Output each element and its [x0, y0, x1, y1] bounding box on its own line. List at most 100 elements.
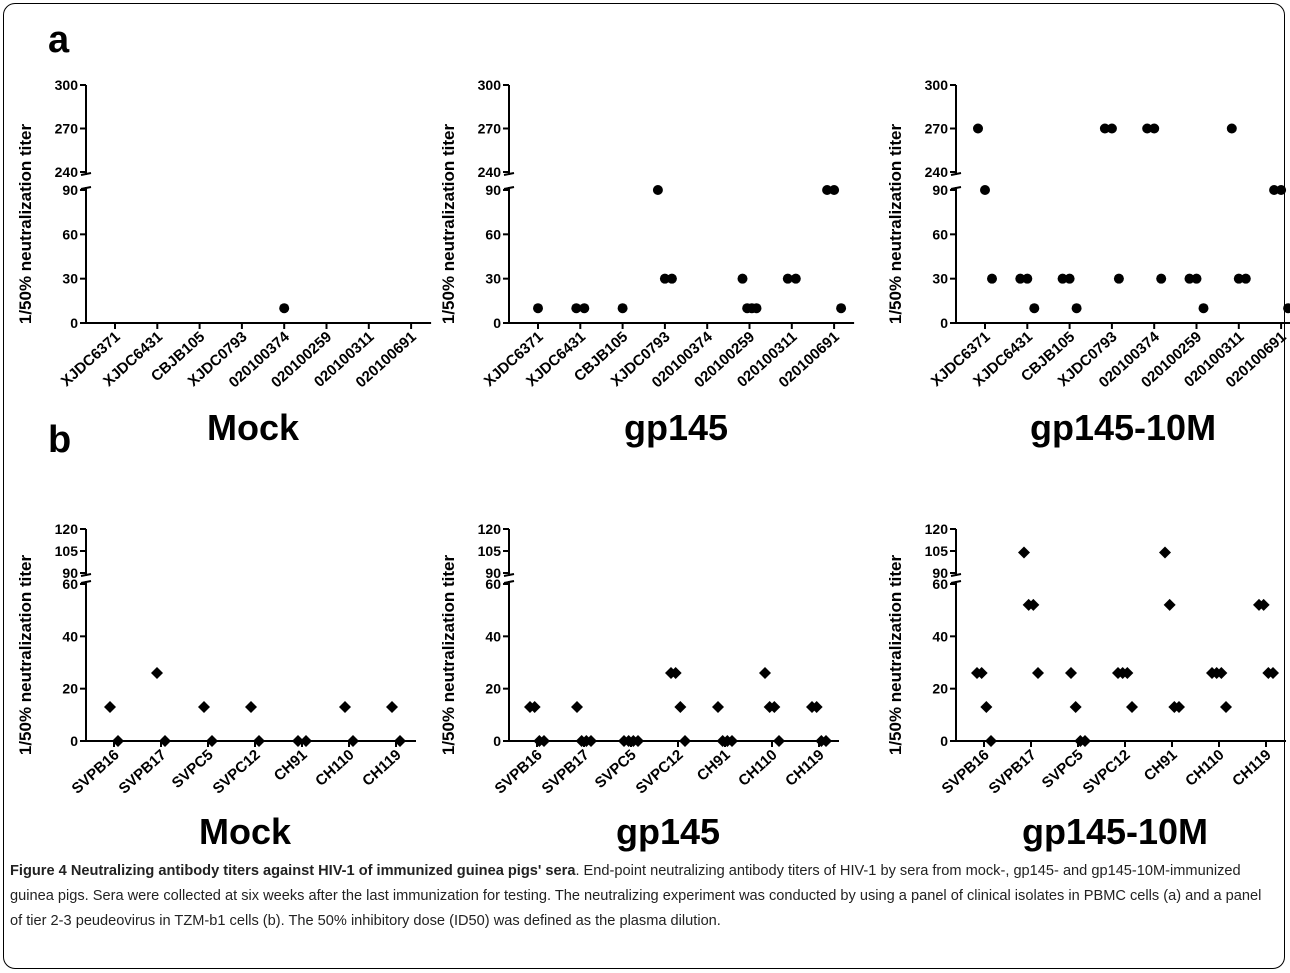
chart-title: gp145-10M — [1030, 407, 1216, 448]
data-point — [1029, 303, 1040, 314]
y-tick-label: 105 — [925, 543, 949, 559]
data-point — [822, 185, 833, 195]
y-tick-label: 120 — [925, 521, 949, 537]
data-point — [987, 273, 997, 284]
data-point — [339, 700, 351, 713]
y-tick-label: 0 — [493, 315, 501, 331]
axis-break-mark — [950, 186, 962, 190]
data-point — [674, 700, 687, 713]
axis-break-mark — [80, 573, 92, 577]
figure-frame — [3, 3, 1285, 969]
y-tick-label: 270 — [478, 121, 502, 137]
x-tick-label: CH110 — [312, 746, 357, 789]
chart-a-2: 240 270 300 0 30 60 90 1/50% neutralization tit… — [439, 77, 855, 448]
y-tick-label: 0 — [493, 733, 501, 749]
data-point — [726, 735, 738, 747]
data-point — [1191, 273, 1202, 284]
y-tick-label: 90 — [932, 565, 948, 581]
axis-break-mark — [503, 580, 515, 584]
chart-a-3: 240 270 300 0 30 60 90 1/50% neutralization tit… — [886, 77, 1290, 448]
data-point — [300, 735, 312, 747]
axis-break-mark — [503, 573, 515, 577]
axis-break-mark — [80, 580, 92, 584]
data-point — [782, 273, 793, 284]
data-point — [980, 185, 990, 195]
data-point — [1113, 273, 1124, 284]
chart-b-2: 90 105 120 0 20 40 60 1/50% neutralization tite… — [439, 521, 839, 852]
x-tick-label: CH119 — [1229, 746, 1274, 789]
y-tick-label: 60 — [62, 226, 78, 242]
data-point — [973, 123, 983, 134]
chart-title: Mock — [199, 811, 292, 852]
x-tick-label: SVPB17 — [539, 746, 593, 797]
data-point — [1106, 123, 1117, 134]
data-point — [669, 666, 682, 679]
data-point — [533, 303, 543, 314]
x-tick-label: SVPC12 — [633, 746, 687, 797]
y-axis-label: 1/50% neutralization titer — [439, 554, 458, 755]
y-tick-label: 40 — [932, 628, 948, 644]
data-point — [579, 303, 590, 314]
y-tick-label: 90 — [485, 182, 501, 198]
axis-break-mark — [950, 573, 962, 577]
figure-caption: Figure 4 Neutralizing antibody titers ag… — [10, 859, 1276, 934]
x-tick-label: CH91 — [271, 746, 311, 784]
data-point — [112, 735, 124, 747]
y-tick-label: 20 — [485, 681, 501, 697]
axis-break-mark — [950, 172, 962, 176]
x-tick-label: CH91 — [1141, 746, 1181, 784]
data-point — [652, 185, 663, 195]
data-point — [737, 273, 748, 284]
x-tick-label: CH119 — [359, 746, 404, 789]
data-point — [538, 735, 550, 747]
data-point — [245, 700, 257, 713]
data-point — [571, 303, 582, 314]
data-point — [679, 735, 691, 747]
y-tick-label: 105 — [55, 543, 79, 559]
axis-break-mark — [503, 172, 515, 176]
data-point — [1173, 700, 1185, 713]
y-tick-label: 120 — [55, 521, 79, 537]
data-point — [1015, 273, 1026, 284]
data-point — [1099, 123, 1110, 134]
axis-break-mark — [503, 186, 515, 190]
y-tick-label: 20 — [932, 681, 948, 697]
y-tick-label: 300 — [925, 77, 949, 93]
data-point — [1057, 273, 1068, 284]
x-tick-label: CH110 — [735, 746, 780, 789]
data-point — [347, 735, 359, 747]
y-axis-label: 1/50% neutralization titer — [439, 123, 458, 324]
data-point — [985, 735, 997, 747]
chart-title: gp145 — [616, 811, 720, 852]
data-point — [1018, 546, 1030, 559]
data-point — [773, 735, 785, 747]
y-tick-label: 20 — [62, 681, 78, 697]
data-point — [1121, 666, 1134, 679]
x-tick-label: CH110 — [1182, 746, 1227, 789]
y-tick-label: 120 — [478, 521, 502, 537]
data-point — [1226, 123, 1237, 134]
panel-letter-b: b — [48, 419, 71, 461]
data-point — [528, 700, 541, 713]
axis-break-mark — [80, 172, 92, 176]
data-point — [1032, 666, 1044, 679]
data-point — [394, 735, 406, 747]
data-point — [1065, 666, 1077, 679]
data-point — [1269, 185, 1280, 195]
data-point — [386, 700, 398, 713]
data-point — [632, 735, 644, 747]
y-tick-label: 40 — [485, 628, 501, 644]
chart-a-1: 240 270 300 0 30 60 90 1/50% neutralization tit… — [16, 77, 432, 448]
panel-letter-a: a — [48, 19, 70, 61]
caption-title: Figure 4 Neutralizing antibody titers ag… — [10, 863, 576, 879]
data-point — [159, 735, 171, 747]
data-point — [1079, 735, 1091, 747]
data-point — [1257, 598, 1270, 611]
y-tick-label: 60 — [932, 226, 948, 242]
data-point — [206, 735, 218, 747]
data-point — [1184, 273, 1195, 284]
y-tick-label: 60 — [485, 576, 501, 592]
chart-b-3: 90 105 120 0 20 40 60 1/50% neutralization tite… — [886, 521, 1286, 852]
data-point — [198, 700, 210, 713]
